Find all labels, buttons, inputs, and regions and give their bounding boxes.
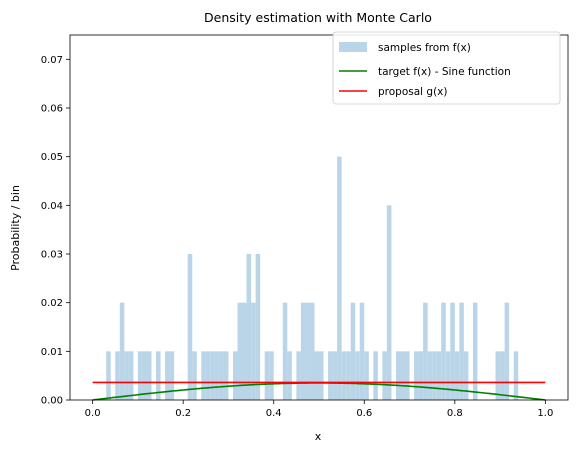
histogram-bar	[459, 302, 464, 400]
histogram-bars	[106, 156, 519, 400]
y-axis-ticks: 0.00 0.01 0.02 0.03 0.04 0.05 0.06 0.07	[41, 55, 70, 407]
histogram-bar	[355, 351, 360, 400]
histogram-bar	[156, 351, 161, 400]
histogram-bar	[359, 302, 365, 400]
chart-title: Density estimation with Monte Carlo	[204, 10, 432, 25]
histogram-bar	[423, 302, 428, 400]
y-tick-label: 0.07	[41, 55, 63, 66]
x-tick-label: 0.0	[85, 408, 101, 419]
y-tick-label: 0.00	[41, 396, 63, 407]
histogram-bar	[296, 351, 301, 400]
histogram-bar	[454, 351, 460, 400]
histogram-bar	[337, 156, 342, 400]
histogram-bar	[405, 351, 410, 400]
histogram-bar	[282, 302, 288, 400]
histogram-bar	[504, 302, 510, 400]
x-tick-label: 0.6	[356, 408, 372, 419]
histogram-bar	[332, 351, 338, 400]
histogram-bar	[513, 351, 519, 400]
x-tick-label: 0.8	[447, 408, 463, 419]
histogram-bar	[305, 302, 310, 400]
histogram-bar	[309, 302, 315, 400]
histogram-bar	[192, 351, 197, 400]
histogram-bar	[346, 351, 351, 400]
histogram-bar	[187, 254, 193, 400]
y-tick-label: 0.06	[41, 104, 63, 115]
y-tick-label: 0.01	[41, 347, 63, 358]
histogram-bar	[219, 351, 224, 400]
histogram-bar	[269, 351, 274, 400]
histogram-bar	[495, 351, 501, 400]
histogram-bar	[350, 302, 356, 400]
x-tick-label: 0.4	[266, 408, 282, 419]
histogram-bar	[441, 302, 446, 400]
y-tick-label: 0.02	[41, 298, 63, 309]
histogram-bar	[463, 351, 469, 400]
histogram-bar	[427, 351, 433, 400]
histogram-bar	[251, 302, 256, 400]
histogram-bar	[201, 351, 206, 400]
histogram-bar	[328, 351, 333, 400]
histogram-bar	[418, 351, 424, 400]
histogram-bar	[373, 351, 378, 400]
histogram-bar	[119, 302, 125, 400]
histogram-bar	[300, 302, 306, 400]
legend-label-target: target f(x) - Sine function	[378, 66, 511, 78]
x-axis-label: x	[315, 430, 322, 443]
histogram-bar	[232, 351, 238, 400]
y-tick-label: 0.05	[41, 152, 63, 163]
histogram-bar	[364, 351, 369, 400]
histogram-bar	[115, 351, 120, 400]
histogram-bar	[287, 351, 292, 400]
histogram-bar	[169, 351, 175, 400]
histogram-bar	[142, 351, 147, 400]
histogram-bar	[124, 351, 129, 400]
histogram-bar	[205, 351, 211, 400]
histogram-bar	[414, 351, 419, 400]
histogram-bar	[432, 351, 437, 400]
x-tick-label: 0.2	[175, 408, 191, 419]
series-lines	[92, 381, 546, 401]
histogram-bar	[264, 351, 270, 400]
legend-label-proposal: proposal g(x)	[378, 86, 448, 98]
histogram-bar	[106, 351, 111, 400]
histogram-bar	[255, 254, 261, 400]
histogram-bar	[246, 254, 252, 400]
y-tick-label: 0.04	[41, 201, 63, 212]
histogram-bar	[128, 351, 134, 400]
x-tick-label: 1.0	[537, 408, 553, 419]
histogram-bar	[436, 351, 442, 400]
legend-frame	[332, 31, 561, 105]
histogram-bar	[242, 302, 247, 400]
histogram-bar	[210, 351, 215, 400]
histogram-bar	[341, 351, 347, 400]
histogram-bar	[319, 351, 324, 400]
histogram-bar	[445, 351, 451, 400]
legend-label-histogram: samples from f(x)	[378, 42, 471, 54]
y-tick-label: 0.03	[41, 250, 63, 261]
plot-frame	[69, 34, 569, 401]
histogram-bar	[400, 351, 406, 400]
histogram-bar	[382, 351, 387, 400]
histogram-bar	[395, 351, 401, 400]
histogram-bar	[214, 351, 220, 400]
histogram-bar	[500, 351, 505, 400]
histogram-bar	[137, 351, 143, 400]
histogram-bar	[237, 302, 243, 400]
y-axis-label: Probability / bin	[9, 185, 22, 271]
histogram-bar	[472, 302, 478, 400]
histogram-bar	[146, 351, 152, 400]
histogram-bar	[165, 351, 170, 400]
histogram-bar	[386, 205, 392, 400]
histogram-bar	[223, 351, 229, 400]
legend: samples from f(x) target f(x) - Sine fun…	[332, 31, 561, 105]
histogram-bar	[314, 351, 319, 400]
x-axis-ticks: 0.0 0.2 0.4 0.6 0.8 1.0	[85, 400, 553, 419]
legend-swatch-histogram	[339, 42, 367, 52]
histogram-bar	[450, 302, 455, 400]
